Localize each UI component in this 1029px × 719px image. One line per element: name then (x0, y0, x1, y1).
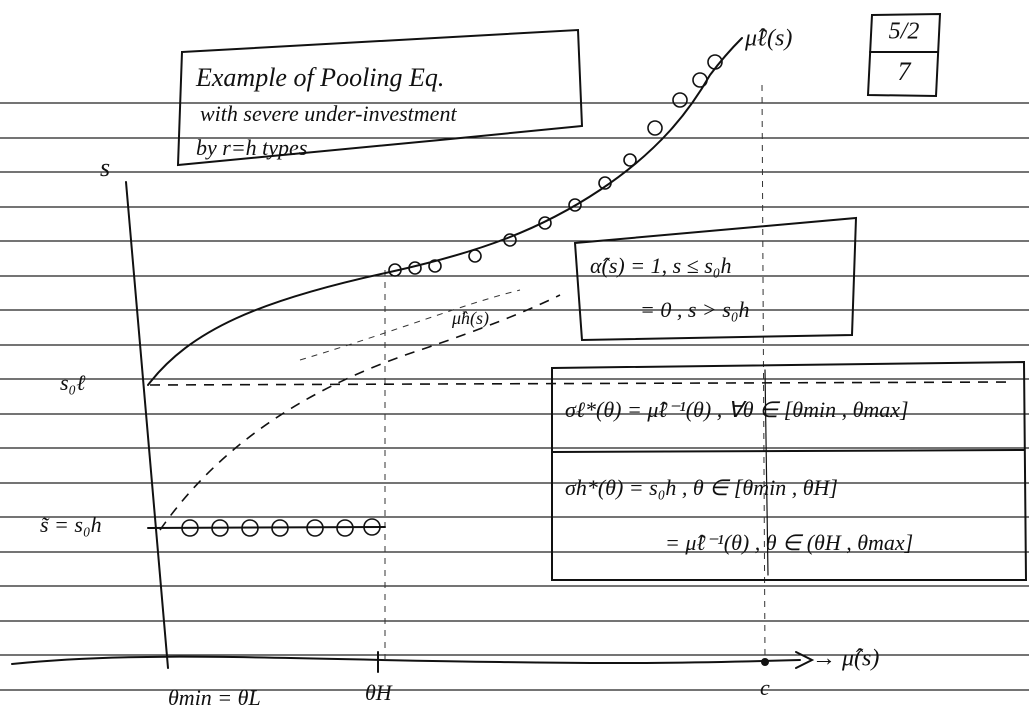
date: 5/2 (889, 19, 920, 45)
dashed-level (150, 382, 1010, 385)
sigma-line: = μ̂ℓ⁻¹(θ) , θ ∈ (θH , θmax] (665, 530, 913, 555)
mu-h-curve (160, 295, 560, 530)
x-tick-label: c (760, 675, 770, 700)
y-tick-label: s₀ℓ (60, 370, 86, 395)
x-axis (12, 657, 800, 664)
point-c (761, 658, 769, 666)
y-axis (126, 182, 168, 668)
note-line: with severe under-investment (200, 101, 457, 126)
x-tick-label: θH (365, 680, 393, 705)
alpha-line: α̂(s) = 1, s ≤ s₀h (590, 253, 731, 278)
pooling-line (148, 527, 385, 528)
x-axis-label: → μ̂(s) (812, 646, 879, 672)
sigma-line: σℓ*(θ) = μ̂ℓ⁻¹(θ) , ∀θ ∈ [θmin , θmax] (565, 397, 909, 422)
curve-label: μ̂h(s) (451, 308, 489, 329)
x-tick-label: θmin = θL (168, 685, 261, 710)
y-tick-label: s̃ = s₀h (40, 512, 102, 537)
y-axis-label: s (100, 153, 110, 182)
alpha-line: = 0 , s > s₀h (640, 297, 749, 322)
divider (552, 450, 1024, 452)
note-line: Example of Pooling Eq. (195, 63, 444, 92)
sigma-line: σh*(θ) = s₀h , θ ∈ [θmin , θH] (565, 475, 838, 500)
note-line: by r=h types (196, 135, 307, 160)
notebook-page: 5/2 7 Example of Pooling Eq. with severe… (0, 0, 1029, 719)
page: 7 (898, 57, 912, 86)
curve-label: μ̂ℓ(s) (744, 26, 792, 52)
